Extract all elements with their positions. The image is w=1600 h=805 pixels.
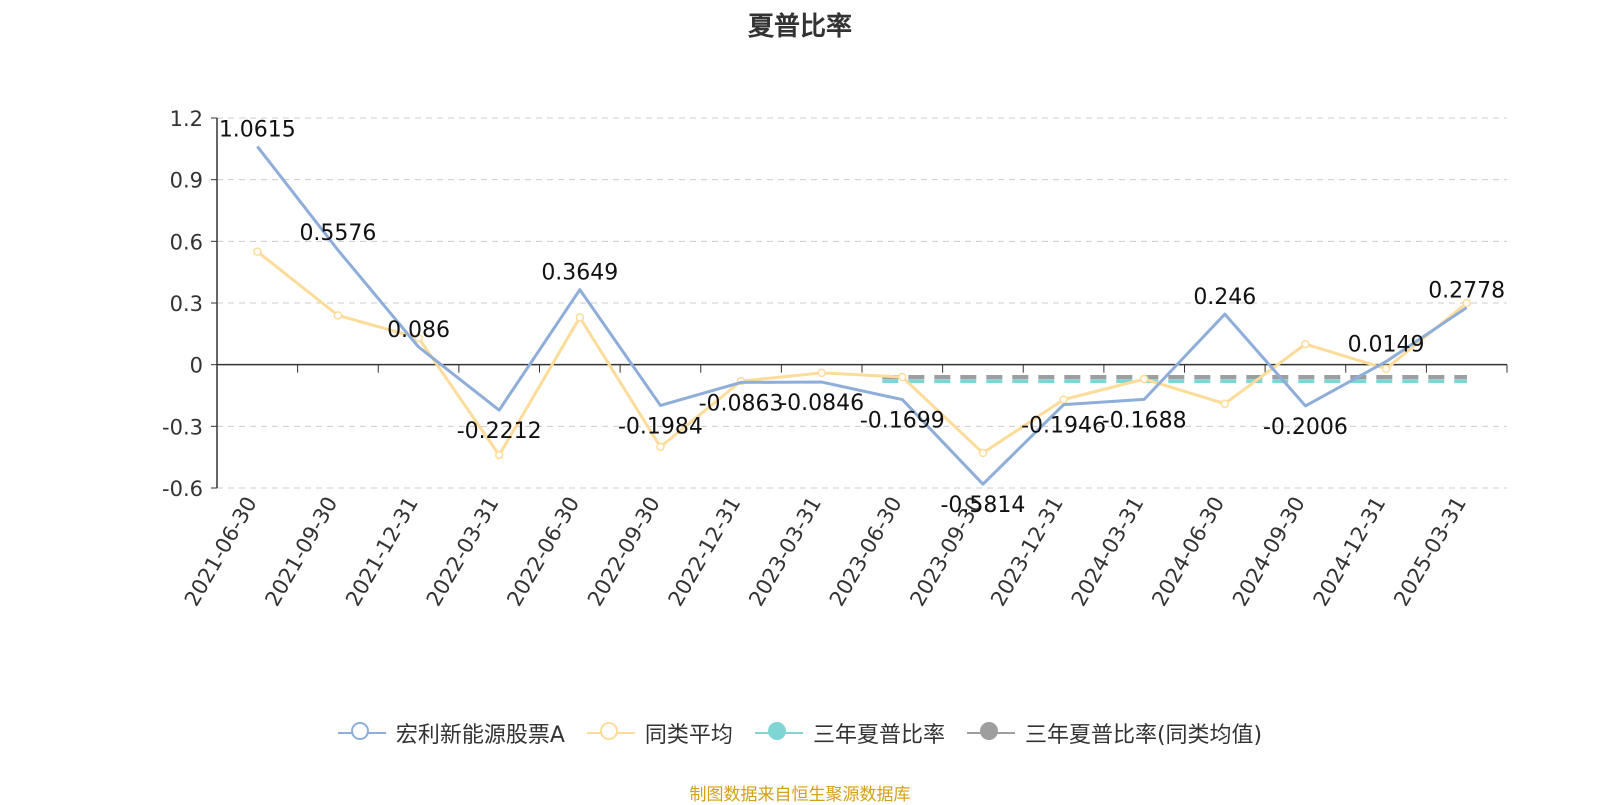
x-tick-label: 2023-06-30: [825, 493, 907, 611]
data-label: 0.5576: [299, 221, 376, 246]
x-tick-label: 2021-06-30: [180, 493, 262, 611]
legend-label: 三年夏普比率(同类均值): [1024, 723, 1263, 748]
y-tick-label: 0.3: [170, 292, 203, 316]
x-tick-label: 2024-12-31: [1309, 493, 1391, 611]
peer-average-point: [253, 247, 262, 256]
legend-label: 宏利新能源股票A: [395, 723, 565, 748]
peer-average-point: [817, 368, 826, 378]
chart-legend: 宏利新能源股票A 同类平均 三年夏普比率 三年夏普比率(同类均值): [0, 717, 1600, 749]
peer-average-point: [978, 448, 988, 458]
data-label: 0.0149: [1348, 333, 1425, 358]
peer-average-point: [1462, 298, 1471, 308]
peer-average-point: [414, 333, 423, 343]
peer-average-series-line: [256, 250, 1468, 457]
data-label: 0.086: [387, 318, 450, 343]
legend-label: 同类平均: [644, 723, 733, 748]
data-label: -0.1946: [1021, 414, 1106, 439]
data-label: 0.246: [1193, 285, 1256, 310]
legend-marker-icon: [337, 721, 386, 745]
data-label: 0.3649: [541, 261, 618, 286]
y-tick-label: 0.9: [170, 169, 203, 193]
peer-average-point: [1220, 399, 1230, 408]
x-tick-label: 2024-09-30: [1228, 493, 1310, 611]
legend-item[interactable]: 同类平均: [586, 717, 733, 749]
y-tick-label: 0: [190, 354, 203, 378]
data-label: -0.1688: [1102, 408, 1187, 433]
legend-item[interactable]: 宏利新能源股票A: [337, 717, 565, 749]
x-tick-label: 2023-03-31: [744, 493, 826, 611]
x-tick-label: 2024-03-31: [1067, 493, 1149, 611]
legend-item[interactable]: 三年夏普比率: [754, 717, 945, 749]
data-label: 1.0615: [219, 117, 296, 142]
data-source-note: 制图数据来自恒生聚源数据库: [689, 785, 911, 805]
sharpe-ratio-line-chart: 1.2 0.9 0.6 0.3 0 -0.3 -0.62021-06-302021-09-3…: [162, 107, 1508, 611]
peer-average-point: [333, 311, 343, 320]
fund-series-line: [256, 145, 1468, 486]
data-label: -0.2006: [1263, 415, 1348, 440]
data-label: -0.5814: [940, 493, 1025, 518]
data-label: 0.2778: [1428, 279, 1505, 304]
peer-average-point: [575, 313, 585, 322]
data-label: -0.0863: [699, 391, 784, 416]
peer-average-point: [898, 372, 907, 382]
chart-title: 夏普比率: [747, 12, 852, 42]
peer-average-point: [1381, 364, 1391, 374]
legend-label: 三年夏普比率: [812, 723, 945, 748]
data-label: -0.2212: [457, 419, 542, 444]
peer-average-point: [1139, 374, 1149, 384]
peer-average-point: [1301, 339, 1310, 349]
peer-average-point: [656, 442, 665, 452]
x-tick-label: 2021-12-31: [341, 493, 423, 611]
y-tick-label: 0.6: [170, 230, 203, 254]
legend-item[interactable]: 三年夏普比率(同类均值): [966, 717, 1263, 749]
x-tick-label: 2024-06-30: [1147, 493, 1229, 611]
x-tick-label: 2022-09-30: [583, 493, 665, 611]
y-tick-label: 1.2: [170, 107, 203, 131]
x-tick-label: 2022-12-31: [664, 493, 746, 611]
x-tick-label: 2021-09-30: [260, 493, 342, 611]
y-tick-label: -0.3: [162, 415, 203, 439]
y-tick-label: -0.6: [162, 477, 203, 501]
data-label: -0.1699: [860, 409, 945, 434]
peer-average-point: [1059, 395, 1068, 404]
x-tick-label: 2022-03-31: [422, 493, 504, 611]
data-label: -0.0846: [779, 391, 864, 416]
peer-average-point: [494, 450, 504, 460]
legend-marker-icon: [586, 721, 635, 745]
x-tick-label: 2025-03-31: [1389, 493, 1471, 611]
legend-marker-icon: [754, 721, 803, 745]
x-tick-label: 2022-06-30: [502, 493, 584, 611]
data-label: -0.1984: [618, 414, 703, 439]
legend-marker-icon: [966, 721, 1015, 745]
